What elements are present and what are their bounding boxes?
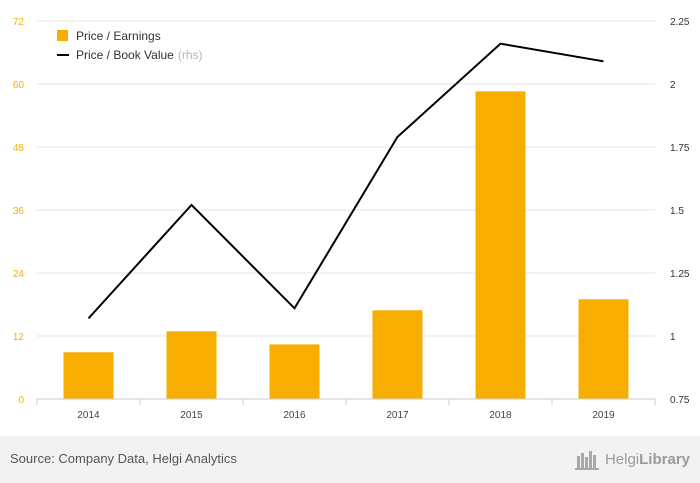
y-left-tick-label: 0 [18, 395, 24, 406]
x-tick-label: 2015 [180, 410, 203, 421]
y-left-tick-label: 36 [13, 206, 25, 217]
y-right-tick-label: 1 [670, 332, 676, 343]
grid-lines [37, 20, 655, 337]
line-price-book [87, 42, 604, 320]
y-left-tick-label: 48 [13, 143, 25, 154]
axes: 0 12 24 36 48 60 72 0.75 1 1.25 1.5 1.75 2 2.25 2014 20… [13, 17, 690, 421]
bar-2014 [63, 352, 114, 399]
y-right-tick-label: 1.75 [670, 143, 690, 154]
bar-2018 [475, 91, 526, 399]
brand-text-light: Helgi [604, 450, 640, 468]
bar-series [63, 91, 629, 399]
brand-text-bold: Library [639, 450, 690, 468]
bar-2017 [372, 310, 423, 399]
source-note: Source: Company Data, Helgi Analytics [10, 451, 237, 466]
y-left-tick-label: 72 [13, 17, 25, 28]
y-right-tick-label: 1.25 [670, 269, 690, 280]
line-series [87, 42, 604, 320]
legend-label-line-suffix: (rhs) [178, 48, 203, 62]
y-left-tick-label: 60 [13, 80, 25, 91]
x-tick-label: 2019 [592, 410, 615, 421]
y-left-tick-label: 12 [13, 332, 25, 343]
legend-label-bar: Price / Earnings [76, 29, 161, 43]
bar-2019 [578, 299, 629, 399]
legend-label-line-name: Price / Book Value [76, 48, 174, 62]
bar-2015 [166, 331, 217, 399]
legend-label-line: Price / Book Value (rhs) [76, 48, 203, 62]
legend: Price / Earnings Price / Book Value (rhs) [57, 29, 203, 62]
x-tick-label: 2018 [489, 410, 512, 421]
y-right-tick-label: 0.75 [670, 395, 690, 406]
chart: 0 12 24 36 48 60 72 0.75 1 1.25 1.5 1.75 2 2.25 2014 20… [13, 17, 690, 421]
x-tick-label: 2017 [386, 410, 409, 421]
x-tick-label: 2016 [283, 410, 306, 421]
y-left-tick-label: 24 [13, 269, 25, 280]
brand-logo: HelgiLibrary [574, 446, 690, 472]
brand-text: HelgiLibrary [605, 451, 690, 468]
legend-swatch-bar [57, 30, 68, 41]
y-right-tick-label: 2 [670, 80, 676, 91]
y-right-tick-label: 2.25 [670, 17, 690, 28]
library-logo-icon [574, 451, 599, 470]
bar-2016 [269, 344, 320, 399]
y-right-tick-label: 1.5 [670, 206, 684, 217]
x-tick-label: 2014 [77, 410, 100, 421]
